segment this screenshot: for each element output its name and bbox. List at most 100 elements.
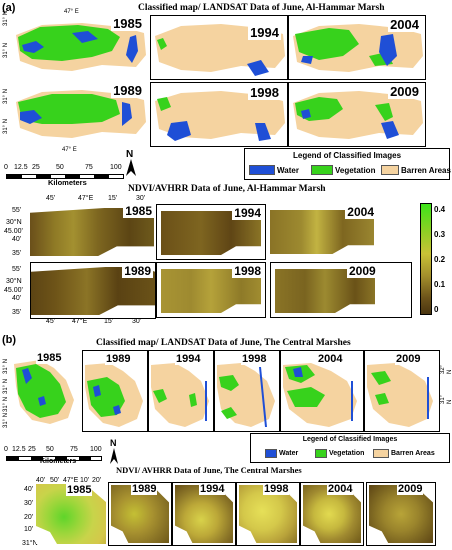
- landsat-map-b-1985: 1985: [10, 350, 80, 430]
- colorbar-tick: 0.2: [434, 255, 446, 264]
- ndvi-a-bottom-tick: 30': [132, 318, 142, 325]
- scale-tick: 50: [46, 446, 54, 453]
- scale-tick: 25: [28, 446, 36, 453]
- year-label: 1989: [111, 83, 144, 98]
- marsh-map-image: [155, 91, 285, 141]
- legend-title: Legend of Classified Images: [302, 436, 398, 443]
- barren-swatch: [381, 165, 399, 175]
- landsat-map-b-1989: 1989: [82, 350, 148, 432]
- legend-a: Legend of Classified Images Water Vegeta…: [244, 148, 451, 180]
- ndvi-a-top-tick: 47°E: [78, 195, 94, 202]
- water-swatch: [249, 165, 275, 175]
- year-label: 1985: [111, 16, 144, 31]
- landsat-map-b-1998: 1998: [214, 350, 280, 432]
- legend-item-water: Water: [249, 165, 299, 175]
- scale-tick: 50: [56, 164, 64, 171]
- scale-unit-b: Kilometers: [40, 458, 77, 465]
- ndvi-map-a-1994: 1994: [156, 204, 266, 260]
- ndvi-a-left-tick: 45.00': [4, 228, 23, 235]
- landsat-map-a-1998: 1998: [150, 82, 288, 147]
- barren-swatch: [373, 449, 389, 458]
- marsh-map-image: [217, 363, 275, 427]
- legend-item-water: Water: [265, 449, 298, 458]
- colorbar-tick: 0.3: [434, 230, 446, 239]
- coord-bottom-a: 47° E: [62, 147, 77, 153]
- year-label: 1989: [131, 483, 158, 495]
- coord-left-b-2: 31° N: [3, 378, 9, 394]
- ndvi-a-left-tick: 55': [12, 266, 22, 273]
- legend-item-vegetation: Vegetation: [311, 165, 375, 175]
- landsat-map-a-1989: 1989: [12, 82, 148, 145]
- year-label: 1998: [263, 483, 290, 495]
- year-label: 1985: [123, 204, 154, 218]
- ndvi-a-left-tick: 45.00': [4, 287, 23, 294]
- panel-a-label: (a): [2, 2, 16, 14]
- ndvi-b-top-tick: 50': [50, 477, 60, 484]
- ndvi-b-top-tick: 20': [92, 477, 102, 484]
- scale-tick: 0: [4, 164, 8, 171]
- ndvi-map-b-1998: 1998: [236, 482, 300, 546]
- colorbar-tick: 0: [434, 305, 439, 314]
- scale-tick: 75: [70, 446, 78, 453]
- year-label: 1994: [175, 353, 202, 365]
- ndvi-a-left-tick: 30°N: [6, 278, 22, 285]
- landsat-map-b-2004: 2004: [280, 350, 364, 432]
- legend-label: Water: [277, 165, 299, 175]
- scale-tick: 0: [4, 446, 8, 453]
- landsat-map-b-1994: 1994: [148, 350, 214, 432]
- coord-left-a-3: 31° N: [3, 88, 9, 104]
- scale-unit-a: Kilometers: [48, 178, 87, 187]
- coord-left-b-1: 31° N: [3, 358, 9, 374]
- ndvi-map-b-1994: 1994: [172, 482, 236, 546]
- legend-label: Vegetation: [335, 165, 376, 175]
- ndvi-b-top-tick: 47°E: [63, 477, 79, 484]
- scale-tick: 75: [85, 164, 93, 171]
- ndvi-a-left-tick: 30°N: [6, 219, 22, 226]
- ndvi-map-b-2004: 2004: [300, 482, 364, 546]
- legend-label: Barren Areas: [391, 450, 435, 457]
- colorbar-tick: 0.4: [434, 205, 446, 214]
- scale-tick: 12.5: [14, 164, 28, 171]
- ndvi-a-top-tick: 45': [46, 195, 56, 202]
- year-label: 2009: [347, 264, 378, 278]
- year-label: 2009: [388, 84, 421, 99]
- section-a-ndvi-title: NDVI/AVHRR Data of June, Al-Hammar Marsh: [128, 184, 326, 194]
- ndvi-b-top-tick: 10': [80, 477, 90, 484]
- ndvi-a-left-tick: 35': [12, 309, 22, 316]
- coord-left-a-4: 31° N: [3, 118, 9, 134]
- marsh-map-image: [293, 91, 423, 139]
- ndvi-b-top-tick: 40': [36, 477, 46, 484]
- marsh-map-image: [16, 90, 146, 138]
- year-label: 2009: [395, 353, 422, 365]
- ndvi-a-bottom-tick: 15': [104, 318, 114, 325]
- coord-left-b-4: 31° N: [3, 412, 9, 428]
- north-arrow-icon: N: [124, 148, 138, 178]
- year-label: 2004: [317, 353, 344, 365]
- year-label: 1989: [122, 264, 153, 278]
- ndvi-map-a-2004: 2004: [270, 204, 378, 258]
- coord-left-b-3: 31° N: [3, 396, 9, 412]
- marsh-map-image: [85, 363, 143, 427]
- water-swatch: [265, 449, 277, 458]
- legend-item-vegetation: Vegetation: [315, 449, 364, 458]
- year-label: 1989: [105, 353, 132, 365]
- ndvi-b-left-tick: 20': [24, 514, 34, 521]
- landsat-map-a-2009: 2009: [288, 82, 426, 147]
- year-label: 1998: [232, 264, 263, 278]
- year-label: 2009: [397, 483, 424, 495]
- marsh-map-image: [14, 360, 74, 424]
- section-a-landsat-title: Classified map/ LANDSAT Data of June, Al…: [138, 3, 385, 13]
- ndvi-map-b-1985: 1985: [36, 484, 106, 544]
- year-label: 2004: [345, 205, 376, 219]
- marsh-map-image: [293, 24, 423, 72]
- legend-item-barren: Barren Areas: [373, 449, 435, 458]
- section-b-ndvi-title: NDVI/ AVHRR Data of June, The Central Ma…: [116, 465, 302, 475]
- marsh-map-image: [151, 363, 209, 427]
- ndvi-a-bottom-tick: 45': [46, 318, 56, 325]
- year-label: 1998: [248, 85, 281, 100]
- legend-label: Barren Areas: [401, 165, 451, 175]
- year-label: 1994: [248, 25, 281, 40]
- year-label: 1985: [36, 352, 63, 364]
- year-label: 2004: [388, 17, 421, 32]
- vegetation-swatch: [315, 449, 327, 458]
